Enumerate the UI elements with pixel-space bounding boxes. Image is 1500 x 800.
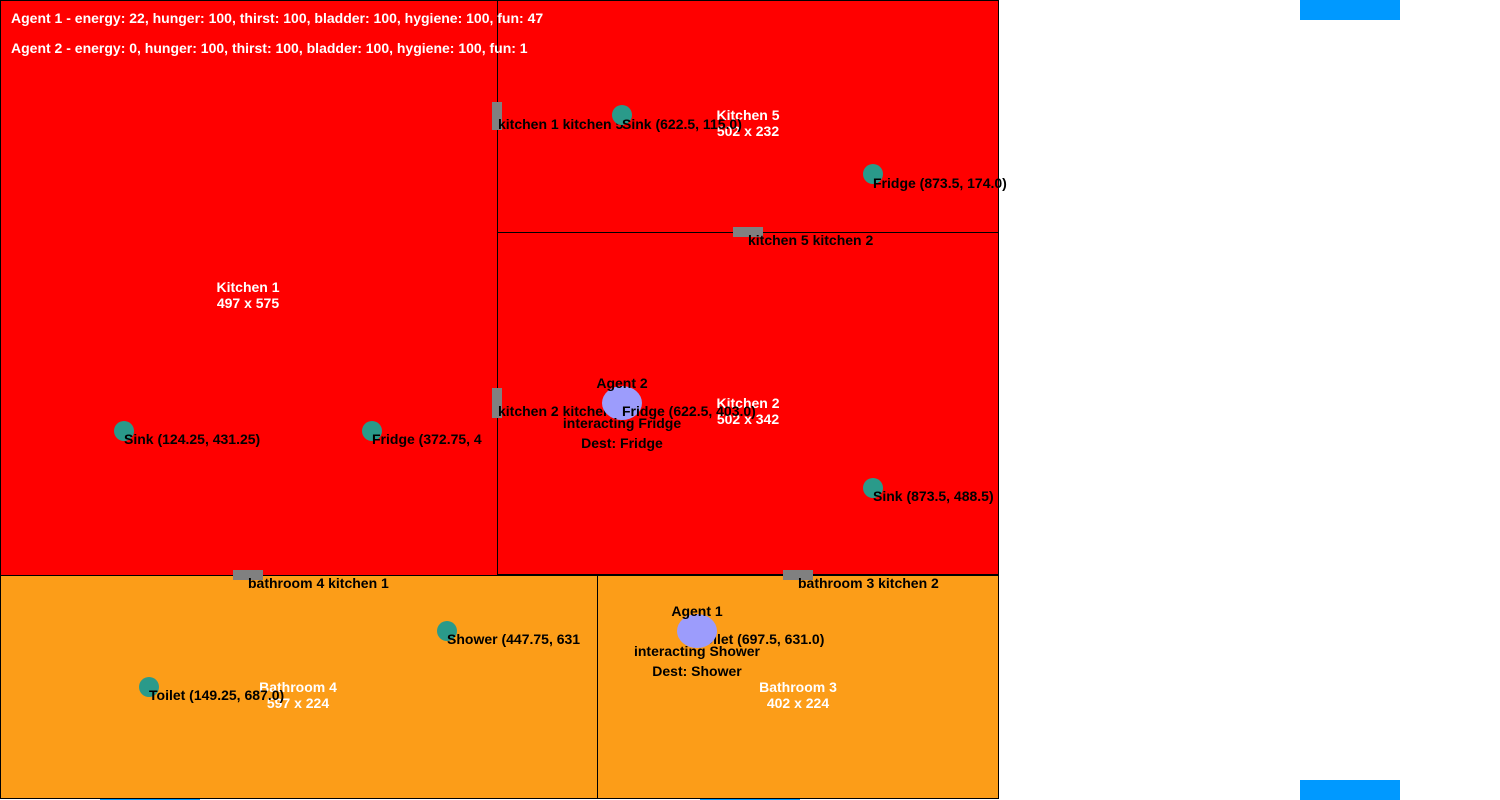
door-label: bathroom 4 kitchen 1 <box>248 575 389 591</box>
room-name: Kitchen 2 <box>716 395 780 411</box>
door-kitchen1-kitchen5[interactable] <box>492 102 502 130</box>
room-label-bathroom-3: Bathroom 3 402 x 224 <box>759 679 837 711</box>
room-label-kitchen-5: Kitchen 5 502 x 232 <box>716 107 779 139</box>
shower-icon[interactable] <box>437 621 457 641</box>
room-bathroom-4 <box>0 575 598 799</box>
room-label-bathroom-4: Bathroom 4 597 x 224 <box>259 679 337 711</box>
agent-2-dest: Dest: Fridge <box>581 435 663 451</box>
room-size: 497 x 575 <box>216 295 280 311</box>
agent-1-state: interacting Shower <box>633 643 761 659</box>
object-label: Sink (873.5, 488.5) <box>873 488 994 504</box>
sink-icon[interactable] <box>114 421 134 441</box>
object-label: Fridge (622.5, 403.0) <box>622 403 756 419</box>
door-label: kitchen 1 kitchen 5 <box>498 116 624 132</box>
door-bathroom4-kitchen1[interactable] <box>233 570 263 580</box>
object-label: Shower (447.75, 631 <box>447 631 581 647</box>
edge-marker <box>1300 0 1400 20</box>
agent-2-status: Agent 2 - energy: 0, hunger: 100, thirst… <box>11 40 528 56</box>
fridge-icon[interactable] <box>362 421 382 441</box>
agent-1-status: Agent 1 - energy: 22, hunger: 100, thirs… <box>11 10 544 26</box>
agent-1-dest: Dest: Shower <box>652 663 742 679</box>
room-name: Bathroom 4 <box>259 679 337 695</box>
object-label: Toilet (697.5, 631.0) <box>697 631 825 647</box>
door-label: kitchen 2 kitchen 1 <box>498 403 624 419</box>
object-label: Sink (622.5, 115.0) <box>622 116 742 132</box>
room-name: Kitchen 1 <box>216 279 280 295</box>
room-name: Kitchen 5 <box>716 107 780 123</box>
agent-2-avatar[interactable] <box>602 386 642 420</box>
room-kitchen-2 <box>497 232 999 575</box>
object-label: Fridge (372.75, 4 <box>372 431 482 447</box>
door-label: kitchen 5 kitchen 2 <box>748 232 874 248</box>
room-label-kitchen-2: Kitchen 2 502 x 342 <box>716 395 779 427</box>
edge-marker <box>1300 780 1400 800</box>
door-kitchen5-kitchen2[interactable] <box>733 227 763 237</box>
room-bathroom-3 <box>597 575 999 799</box>
door-bathroom3-kitchen2[interactable] <box>783 570 813 580</box>
object-label: Toilet (149.25, 687.0) <box>149 687 285 703</box>
room-size: 402 x 224 <box>766 695 830 711</box>
object-label: Fridge (873.5, 174.0) <box>873 175 1007 191</box>
door-label: bathroom 3 kitchen 2 <box>798 575 939 591</box>
object-label: Sink (124.25, 431.25) <box>124 431 261 447</box>
agent-1-avatar[interactable] <box>677 614 717 648</box>
agent-1-name: Agent 1 <box>671 603 723 619</box>
agent-2-name: Agent 2 <box>596 375 648 391</box>
room-kitchen-5 <box>497 0 999 233</box>
room-size: 502 x 232 <box>716 123 780 139</box>
room-name: Bathroom 3 <box>759 679 837 695</box>
room-size: 597 x 224 <box>266 695 330 711</box>
agent-2-state: interacting Fridge <box>562 415 682 431</box>
room-kitchen-1 <box>0 0 498 576</box>
fridge-icon[interactable] <box>863 164 883 184</box>
room-label-kitchen-1: Kitchen 1 497 x 575 <box>216 279 279 311</box>
sink-icon[interactable] <box>612 105 632 125</box>
room-size: 502 x 342 <box>716 411 780 427</box>
sink-icon[interactable] <box>863 478 883 498</box>
door-kitchen2-kitchen1[interactable] <box>492 388 502 418</box>
toilet-icon[interactable] <box>139 677 159 697</box>
